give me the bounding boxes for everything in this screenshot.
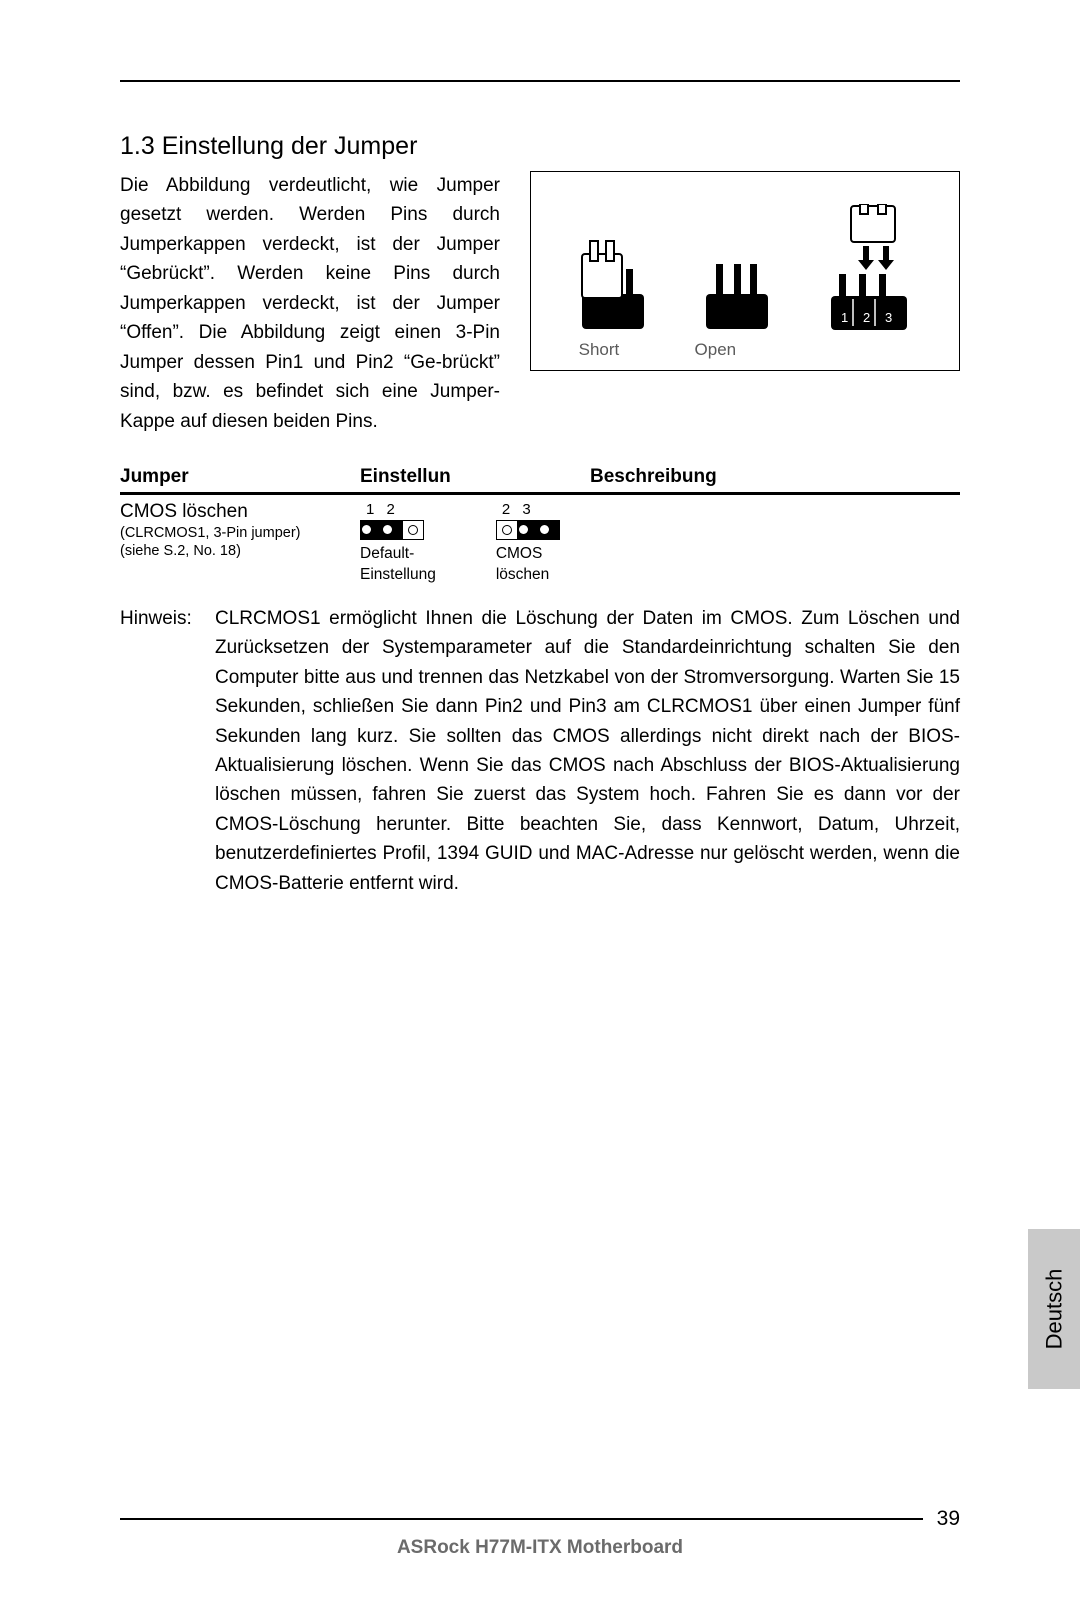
diagram-label-open: Open bbox=[695, 340, 737, 360]
jumper-sub1: (CLRCMOS1, 3-Pin jumper) bbox=[120, 525, 360, 541]
jumper-diagram: 1 2 3 Short Open bbox=[530, 171, 960, 371]
pins-1-2-label: 1 2 bbox=[366, 501, 399, 518]
svg-text:2: 2 bbox=[863, 310, 870, 325]
table-header-row: Jumper Einstellun Beschreibung bbox=[120, 466, 960, 495]
setting-clear: 2 3 CMOS löschen bbox=[496, 501, 560, 586]
jumper-apply-icon: 1 2 3 bbox=[827, 204, 912, 334]
page-number: 39 bbox=[937, 1507, 960, 1531]
section-heading: 1.3 Einstellung der Jumper bbox=[120, 132, 960, 161]
jumper-short-icon bbox=[578, 239, 648, 334]
language-tab: Deutsch bbox=[1028, 1229, 1080, 1389]
table-row: CMOS löschen (CLRCMOS1, 3-Pin jumper) (s… bbox=[120, 495, 960, 586]
diagram-label-short: Short bbox=[579, 340, 620, 360]
svg-text:1: 1 bbox=[841, 310, 848, 325]
setting-default: 1 2 Default- Einstellung bbox=[360, 501, 436, 586]
language-tab-label: Deutsch bbox=[1041, 1269, 1067, 1350]
jumper-sub2: (siehe S.2, No. 18) bbox=[120, 543, 360, 559]
table-header-desc: Beschreibung bbox=[590, 466, 960, 488]
table-header-jumper: Jumper bbox=[120, 466, 360, 488]
setting1-caption-line2: Einstellung bbox=[360, 565, 436, 586]
pins-2-3-label: 2 3 bbox=[502, 501, 535, 518]
jumper-name: CMOS löschen bbox=[120, 501, 360, 523]
intro-paragraph: Die Abbildung verdeutlicht, wie Jumper g… bbox=[120, 171, 500, 436]
svg-text:3: 3 bbox=[885, 310, 892, 325]
top-rule bbox=[120, 80, 960, 82]
setting1-caption-line1: Default- bbox=[360, 544, 436, 565]
jumper-open-icon bbox=[702, 239, 772, 334]
setting2-caption-line1: CMOS bbox=[496, 544, 549, 565]
table-header-setting: Einstellun bbox=[360, 466, 590, 488]
pins-2-3-icon bbox=[496, 520, 560, 540]
setting2-caption-line2: löschen bbox=[496, 565, 549, 586]
footer-rule bbox=[120, 1518, 923, 1520]
pins-1-2-icon bbox=[360, 520, 424, 540]
hint-label: Hinweis: bbox=[120, 604, 215, 898]
footer-title: ASRock H77M-ITX Motherboard bbox=[120, 1537, 960, 1559]
hint-text: CLRCMOS1 ermöglicht Ihnen die Löschung d… bbox=[215, 604, 960, 898]
